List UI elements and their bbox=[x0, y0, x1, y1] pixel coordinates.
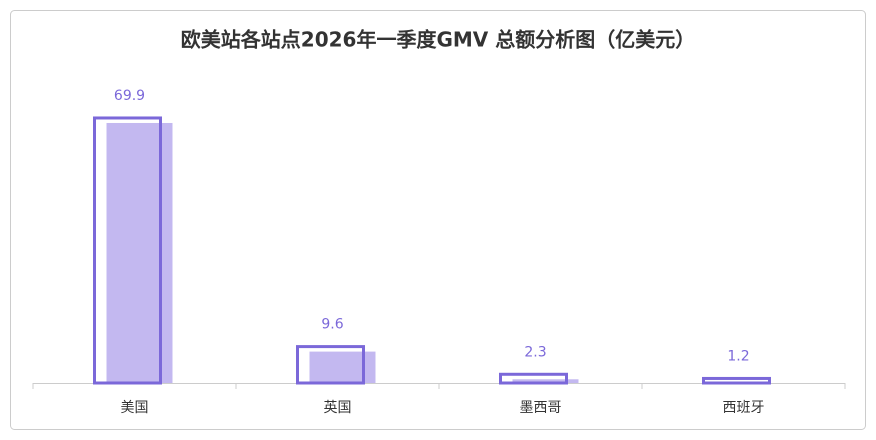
x-tick-label: 墨西哥 bbox=[520, 400, 562, 416]
bar-outline bbox=[702, 376, 771, 385]
bar-outline bbox=[296, 345, 365, 385]
x-tick-label: 美国 bbox=[121, 400, 149, 416]
value-label: 9.6 bbox=[321, 317, 343, 333]
chart-title: 欧美站各站点2026年一季度GMV 总额分析图（亿美元） bbox=[181, 28, 695, 52]
bar bbox=[512, 379, 579, 383]
bar bbox=[309, 351, 376, 383]
bar bbox=[106, 122, 173, 384]
value-label: 69.9 bbox=[114, 88, 145, 104]
bar-outline bbox=[93, 116, 162, 385]
chart-frame bbox=[10, 10, 866, 430]
x-tick-label: 英国 bbox=[324, 399, 352, 416]
value-label: 2.3 bbox=[524, 344, 546, 360]
bar-outline bbox=[499, 372, 568, 385]
value-label: 1.2 bbox=[727, 348, 749, 364]
x-tick-label: 西班牙 bbox=[723, 400, 765, 416]
